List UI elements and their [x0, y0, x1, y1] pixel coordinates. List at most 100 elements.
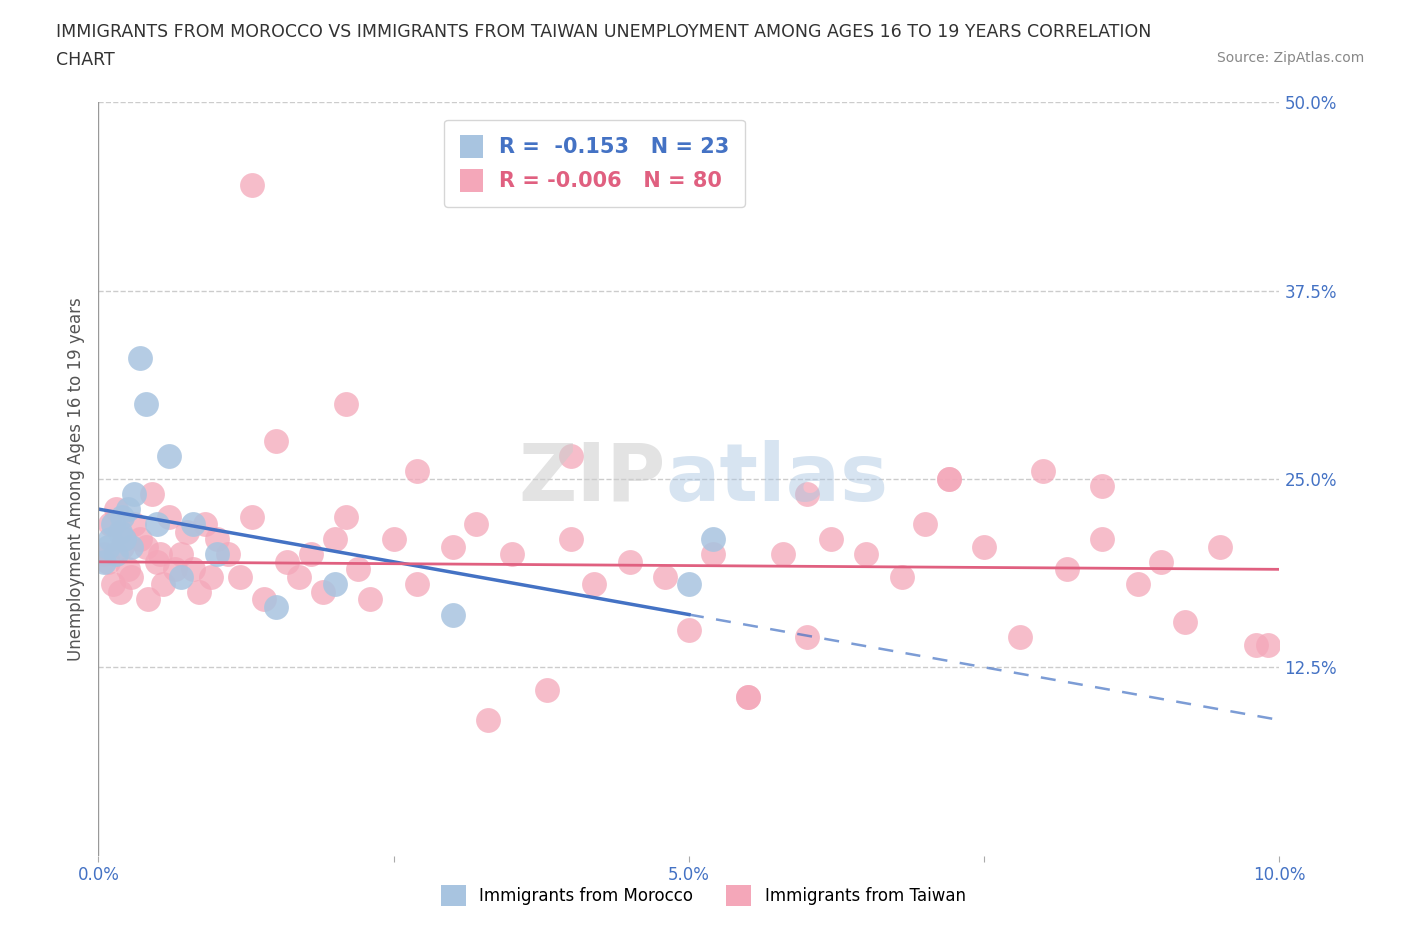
- Point: [702, 547, 724, 562]
- Point: [796, 486, 818, 501]
- Point: [108, 585, 131, 600]
- Point: [93, 547, 115, 562]
- Point: [406, 577, 429, 591]
- Point: [1257, 637, 1279, 652]
- Point: [441, 539, 464, 554]
- Point: [772, 547, 794, 562]
- Point: [796, 630, 818, 644]
- Point: [1150, 554, 1173, 569]
- Text: CHART: CHART: [56, 51, 115, 69]
- Point: [157, 449, 180, 464]
- Point: [141, 486, 163, 501]
- Point: [312, 585, 335, 600]
- Point: [1091, 532, 1114, 547]
- Point: [938, 472, 960, 486]
- Point: [477, 712, 499, 727]
- Point: [111, 510, 134, 525]
- Point: [560, 532, 582, 547]
- Point: [973, 539, 995, 554]
- Point: [176, 525, 198, 539]
- Point: [441, 607, 464, 622]
- Point: [105, 501, 128, 516]
- Point: [406, 464, 429, 479]
- Point: [253, 592, 276, 607]
- Point: [170, 569, 193, 584]
- Point: [583, 577, 606, 591]
- Point: [890, 569, 912, 584]
- Point: [229, 569, 252, 584]
- Point: [122, 517, 145, 532]
- Point: [122, 486, 145, 501]
- Text: atlas: atlas: [665, 440, 889, 518]
- Point: [323, 577, 346, 591]
- Point: [1091, 479, 1114, 494]
- Point: [146, 554, 169, 569]
- Point: [157, 510, 180, 525]
- Point: [737, 690, 759, 705]
- Point: [536, 683, 558, 698]
- Point: [98, 517, 121, 532]
- Point: [121, 569, 143, 584]
- Point: [1126, 577, 1149, 591]
- Point: [820, 532, 842, 547]
- Point: [135, 396, 157, 411]
- Point: [200, 569, 222, 584]
- Point: [152, 577, 174, 591]
- Point: [217, 547, 239, 562]
- Point: [1209, 539, 1232, 554]
- Point: [108, 525, 131, 539]
- Point: [97, 539, 120, 554]
- Point: [335, 510, 357, 525]
- Point: [128, 532, 150, 547]
- Point: [170, 547, 193, 562]
- Legend: R =  -0.153   N = 23, R = -0.006   N = 80: R = -0.153 N = 23, R = -0.006 N = 80: [444, 120, 745, 207]
- Point: [112, 532, 135, 547]
- Point: [187, 585, 209, 600]
- Point: [117, 562, 139, 577]
- Point: [111, 539, 134, 554]
- Point: [194, 517, 217, 532]
- Point: [93, 554, 115, 569]
- Point: [737, 690, 759, 705]
- Point: [240, 178, 263, 193]
- Point: [1008, 630, 1031, 644]
- Point: [101, 577, 124, 591]
- Text: ZIP: ZIP: [517, 440, 665, 518]
- Point: [121, 539, 143, 554]
- Point: [678, 622, 700, 637]
- Point: [1056, 562, 1078, 577]
- Point: [105, 547, 128, 562]
- Point: [299, 547, 322, 562]
- Point: [1174, 615, 1197, 630]
- Text: Source: ZipAtlas.com: Source: ZipAtlas.com: [1216, 51, 1364, 65]
- Point: [136, 592, 159, 607]
- Point: [264, 600, 287, 615]
- Point: [702, 532, 724, 547]
- Text: IMMIGRANTS FROM MOROCCO VS IMMIGRANTS FROM TAIWAN UNEMPLOYMENT AMONG AGES 16 TO : IMMIGRANTS FROM MOROCCO VS IMMIGRANTS FR…: [56, 23, 1152, 41]
- Point: [359, 592, 381, 607]
- Point: [205, 547, 228, 562]
- Point: [101, 517, 124, 532]
- Y-axis label: Unemployment Among Ages 16 to 19 years: Unemployment Among Ages 16 to 19 years: [66, 297, 84, 661]
- Point: [288, 569, 311, 584]
- Point: [181, 562, 204, 577]
- Point: [323, 532, 346, 547]
- Point: [938, 472, 960, 486]
- Point: [181, 517, 204, 532]
- Legend: Immigrants from Morocco, Immigrants from Taiwan: Immigrants from Morocco, Immigrants from…: [434, 879, 972, 912]
- Point: [914, 517, 936, 532]
- Point: [654, 569, 676, 584]
- Point: [560, 449, 582, 464]
- Point: [135, 539, 157, 554]
- Point: [240, 510, 263, 525]
- Point: [855, 547, 877, 562]
- Point: [128, 351, 150, 365]
- Point: [165, 562, 187, 577]
- Point: [149, 547, 172, 562]
- Point: [1244, 637, 1267, 652]
- Point: [678, 577, 700, 591]
- Point: [335, 396, 357, 411]
- Point: [501, 547, 523, 562]
- Point: [146, 517, 169, 532]
- Point: [1032, 464, 1054, 479]
